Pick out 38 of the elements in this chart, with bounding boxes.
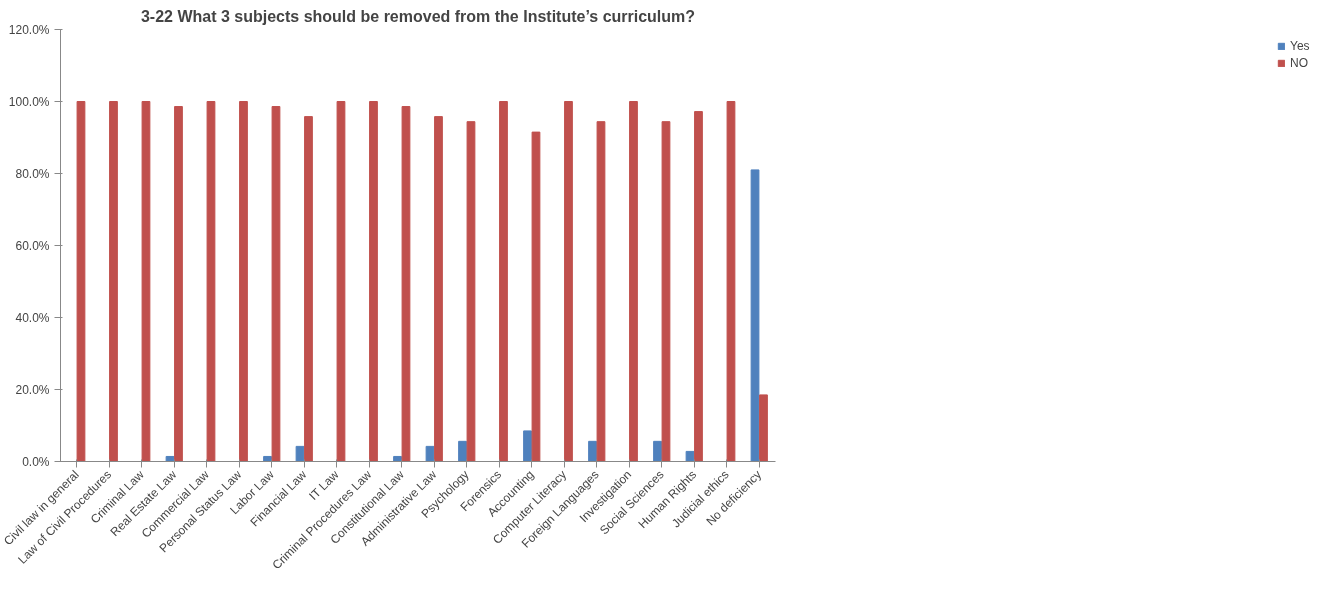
bar <box>596 121 606 462</box>
bar <box>759 394 768 462</box>
bar <box>165 455 175 462</box>
y-tick-label: 60.0% <box>15 238 50 253</box>
bar <box>434 116 443 462</box>
legend-label: NO <box>1290 56 1309 70</box>
bar <box>174 106 183 462</box>
bar <box>564 101 573 462</box>
bar <box>109 101 118 462</box>
bar <box>750 169 760 462</box>
y-tick-label: 40.0% <box>15 310 50 325</box>
bar <box>531 131 541 462</box>
y-tick-label: 80.0% <box>15 166 50 181</box>
bar <box>661 121 671 462</box>
legend-label: Yes <box>1290 39 1310 53</box>
bar <box>694 111 703 462</box>
bar <box>304 116 313 462</box>
bar <box>141 101 151 462</box>
bar <box>401 106 411 462</box>
bar <box>629 101 638 462</box>
bar <box>726 101 736 462</box>
bar <box>239 101 248 462</box>
bar <box>685 450 695 462</box>
bar <box>271 106 281 462</box>
y-tick-label: 120.0% <box>8 22 50 37</box>
chart-title: 3-22 What 3 subjects should be removed from the Institute’s curriculum? <box>140 7 696 25</box>
y-tick-label: 20.0% <box>15 382 50 397</box>
bar <box>499 101 508 462</box>
bar <box>76 101 86 462</box>
bar <box>523 430 532 462</box>
bar <box>336 101 346 462</box>
bar <box>206 101 216 462</box>
y-tick-label: 100.0% <box>8 94 50 109</box>
bar <box>425 445 435 462</box>
bar <box>466 121 476 462</box>
y-tick-label: 0.0% <box>22 454 50 469</box>
bar <box>295 445 305 462</box>
bar <box>369 101 378 462</box>
